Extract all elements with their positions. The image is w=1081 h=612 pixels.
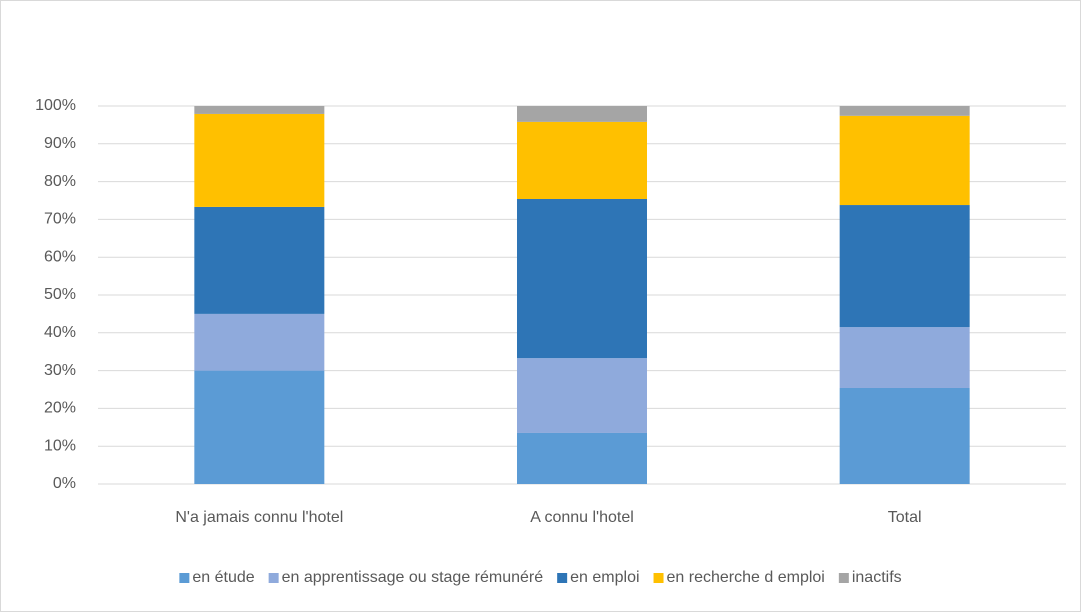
bar-segment <box>517 432 647 484</box>
bar-segment <box>517 198 647 359</box>
bar-segment <box>839 115 970 206</box>
legend-label: en recherche d emploi <box>667 569 825 586</box>
legend-label: en emploi <box>570 569 639 586</box>
legend-label: en apprentissage ou stage rémunéré <box>282 569 544 586</box>
legend-label: en étude <box>192 569 254 586</box>
y-tick-label: 70% <box>44 211 76 228</box>
legend-label: inactifs <box>852 569 902 586</box>
legend-swatch <box>557 573 568 583</box>
legend-swatch <box>268 573 279 583</box>
y-tick-label: 40% <box>44 324 76 341</box>
bar-segment <box>517 121 647 199</box>
y-tick-label: 80% <box>44 173 76 190</box>
y-tick-label: 30% <box>44 362 76 379</box>
bar-segment <box>194 113 325 207</box>
legend-swatch <box>179 573 190 583</box>
y-tick-label: 50% <box>44 286 76 303</box>
bar-segment <box>517 106 647 122</box>
bar-segment <box>517 358 647 433</box>
bar-segment <box>194 206 325 314</box>
y-tick-label: 0% <box>53 475 76 492</box>
bar-segment <box>839 205 970 328</box>
bar-segment <box>839 106 970 116</box>
y-tick-label: 10% <box>44 437 76 454</box>
x-tick-label: A connu l'hotel <box>530 509 634 526</box>
legend-swatch <box>838 573 849 583</box>
legend-swatch <box>653 573 664 583</box>
y-tick-label: 90% <box>44 135 76 152</box>
bar-segment <box>194 106 325 114</box>
y-tick-label: 100% <box>35 97 76 114</box>
y-tick-label: 60% <box>44 248 76 265</box>
y-tick-label: 20% <box>44 400 76 417</box>
bar-segment <box>194 313 325 371</box>
bar-segment <box>839 387 970 484</box>
x-tick-label: Total <box>888 509 922 526</box>
x-tick-label: N'a jamais connu l'hotel <box>175 509 343 526</box>
bar-segment <box>194 370 325 484</box>
bar-segment <box>839 327 970 388</box>
